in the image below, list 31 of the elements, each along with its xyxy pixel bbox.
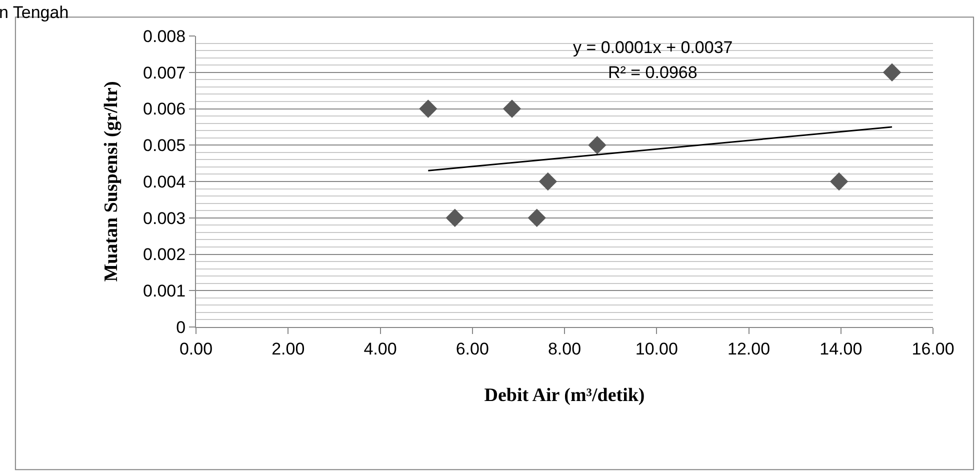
annotation: R² = 0.0968	[608, 63, 698, 82]
x-tick-label: 0.00	[179, 339, 213, 358]
x-tick-label: 6.00	[456, 339, 489, 358]
x-tick-label: 14.00	[820, 339, 862, 358]
x-tick-label: 2.00	[272, 339, 305, 358]
point	[538, 172, 558, 191]
y-tick-label: 0.007	[143, 63, 186, 82]
x-axis-title: Debit Air (m³/detik)	[484, 385, 645, 406]
point	[528, 208, 546, 227]
point	[830, 172, 848, 191]
y-axis-title: Muatan Suspensi (gr/ltr)	[100, 81, 122, 282]
x-tick-label: 16.00	[912, 339, 954, 358]
y-tick-label: 0.008	[143, 26, 186, 46]
point	[882, 63, 902, 82]
y-tick-label: 0.004	[143, 172, 186, 192]
y-tick-label: 0	[176, 318, 186, 337]
text: n Tengah	[0, 3, 69, 22]
y-tick-label: 0.003	[143, 208, 186, 228]
annotation: y = 0.0001x + 0.0037	[573, 38, 733, 57]
point	[419, 100, 438, 118]
x-tick-label: 10.00	[635, 339, 678, 358]
point	[502, 100, 522, 118]
y-tick-label: 0.002	[143, 245, 186, 264]
x-tick-label: 4.00	[364, 339, 397, 358]
y-tick-label: 0.006	[143, 100, 186, 119]
y-tick-label: 0.001	[143, 282, 186, 301]
y-tick-label: 0.005	[143, 136, 186, 156]
point	[446, 208, 464, 227]
point	[588, 136, 606, 154]
x-tick-label: 12.00	[727, 339, 770, 358]
x-tick-label: 8.00	[548, 339, 582, 358]
